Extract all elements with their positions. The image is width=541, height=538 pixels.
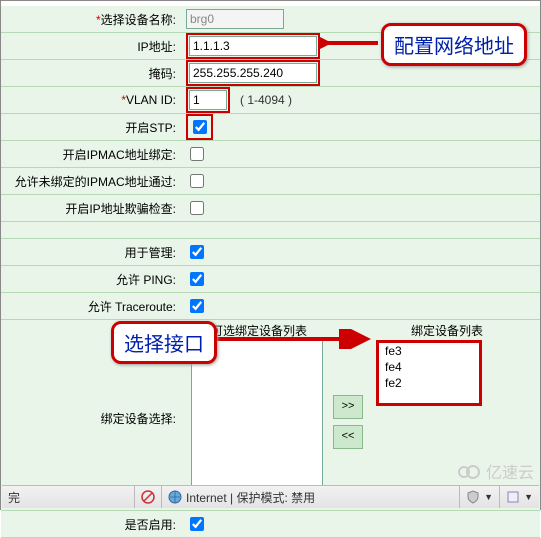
watermark-text: 亿速云: [486, 459, 534, 483]
list-item[interactable]: fe3: [379, 343, 479, 359]
row-ip-spoof: 开启IP地址欺骗检查:: [1, 195, 540, 222]
bound-list-header: 绑定设备列表: [411, 322, 483, 339]
callout-select-iface: 选择接口: [111, 321, 217, 364]
device-name-input[interactable]: [186, 9, 284, 29]
mask-highlight: [186, 60, 320, 86]
label-ping: 允许 PING:: [1, 271, 181, 288]
shield-off-icon: [466, 490, 480, 504]
traceroute-checkbox[interactable]: [190, 299, 204, 313]
enabled-checkbox[interactable]: [190, 517, 204, 531]
move-buttons: >> <<: [333, 395, 363, 449]
label-ipmac-allow: 允许未绑定的IPMAC地址通过:: [1, 173, 181, 190]
label-ip: IP地址:: [1, 38, 181, 55]
vlan-hint: ( 1-4094 ): [240, 93, 292, 107]
ipmac-bind-checkbox[interactable]: [190, 147, 204, 161]
stp-checkbox[interactable]: [193, 120, 207, 134]
row-traceroute: 允许 Traceroute:: [1, 293, 540, 320]
spacer-row: [1, 222, 540, 239]
mask-input[interactable]: [189, 63, 317, 83]
label-stp: 开启STP:: [1, 119, 181, 136]
status-icons-1: [135, 486, 162, 508]
label-enabled: 是否启用:: [1, 516, 181, 533]
label-mask: 掩码:: [1, 65, 181, 82]
ip-input[interactable]: [189, 36, 317, 56]
status-zone-text: Internet | 保护模式: 禁用: [186, 489, 315, 506]
ip-spoof-checkbox[interactable]: [190, 201, 204, 215]
status-right[interactable]: ▼: [500, 486, 539, 508]
row-stp: 开启STP:: [1, 114, 540, 141]
label-traceroute: 允许 Traceroute:: [1, 298, 181, 315]
row-vlan: *VLAN ID: ( 1-4094 ): [1, 87, 540, 114]
form-area: *选择设备名称: IP地址: 掩码:: [1, 1, 540, 538]
watermark: 亿速云: [456, 459, 534, 483]
statusbar: 完 Internet | 保护模式: 禁用 ▼ ▼: [2, 485, 539, 508]
arrow-to-ip: [318, 35, 380, 51]
status-done: 完: [2, 486, 135, 508]
row-ipmac-bind: 开启IPMAC地址绑定:: [1, 141, 540, 168]
row-enabled: 是否启用:: [1, 511, 540, 538]
callout-configure-addr: 配置网络地址: [381, 23, 527, 66]
list-item[interactable]: fe4: [379, 359, 479, 375]
label-mgmt: 用于管理:: [1, 244, 181, 261]
blocked-icon: [141, 490, 155, 504]
arrow-to-bound-list: [211, 329, 371, 349]
ip-highlight: [186, 33, 320, 59]
vlan-highlight: [186, 87, 230, 113]
ipmac-allow-checkbox[interactable]: [190, 174, 204, 188]
add-button[interactable]: >>: [333, 395, 363, 419]
label-ipmac-bind: 开启IPMAC地址绑定:: [1, 146, 181, 163]
status-zone: Internet | 保护模式: 禁用: [162, 486, 460, 508]
list-item[interactable]: fe2: [379, 375, 479, 391]
watermark-icon: [456, 462, 482, 480]
stp-highlight: [186, 114, 213, 140]
mgmt-checkbox[interactable]: [190, 245, 204, 259]
row-ipmac-allow: 允许未绑定的IPMAC地址通过:: [1, 168, 540, 195]
globe-icon: [168, 490, 182, 504]
vlan-input[interactable]: [189, 90, 227, 110]
label-ip-spoof: 开启IP地址欺骗检查:: [1, 200, 181, 217]
bound-list[interactable]: fe3fe4fe2: [376, 340, 482, 406]
label-device-name: *选择设备名称:: [1, 11, 181, 28]
ping-checkbox[interactable]: [190, 272, 204, 286]
config-window: *选择设备名称: IP地址: 掩码:: [0, 0, 541, 510]
page-icon: [506, 490, 520, 504]
row-mgmt: 用于管理:: [1, 239, 540, 266]
remove-button[interactable]: <<: [333, 425, 363, 449]
status-protect[interactable]: ▼: [460, 486, 500, 508]
label-vlan: *VLAN ID:: [1, 93, 181, 107]
row-ping: 允许 PING:: [1, 266, 540, 293]
